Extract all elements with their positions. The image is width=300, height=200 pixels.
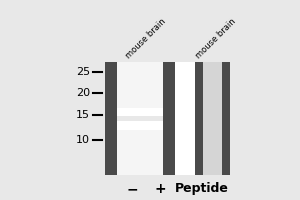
Text: 25: 25 <box>76 67 90 77</box>
Bar <box>117 62 163 175</box>
Bar <box>105 62 117 175</box>
Text: 15: 15 <box>76 110 90 120</box>
Text: +: + <box>154 182 166 196</box>
Bar <box>105 62 230 175</box>
Text: 10: 10 <box>76 135 90 145</box>
Bar <box>195 62 203 175</box>
Text: mouse brain: mouse brain <box>194 16 237 60</box>
Bar <box>222 62 230 175</box>
Bar <box>117 108 163 130</box>
Bar <box>203 62 222 175</box>
Text: mouse brain: mouse brain <box>124 16 167 60</box>
Text: Peptide: Peptide <box>175 182 229 195</box>
Text: 20: 20 <box>76 88 90 98</box>
Bar <box>117 116 163 121</box>
Bar <box>163 62 175 175</box>
Text: −: − <box>126 182 138 196</box>
